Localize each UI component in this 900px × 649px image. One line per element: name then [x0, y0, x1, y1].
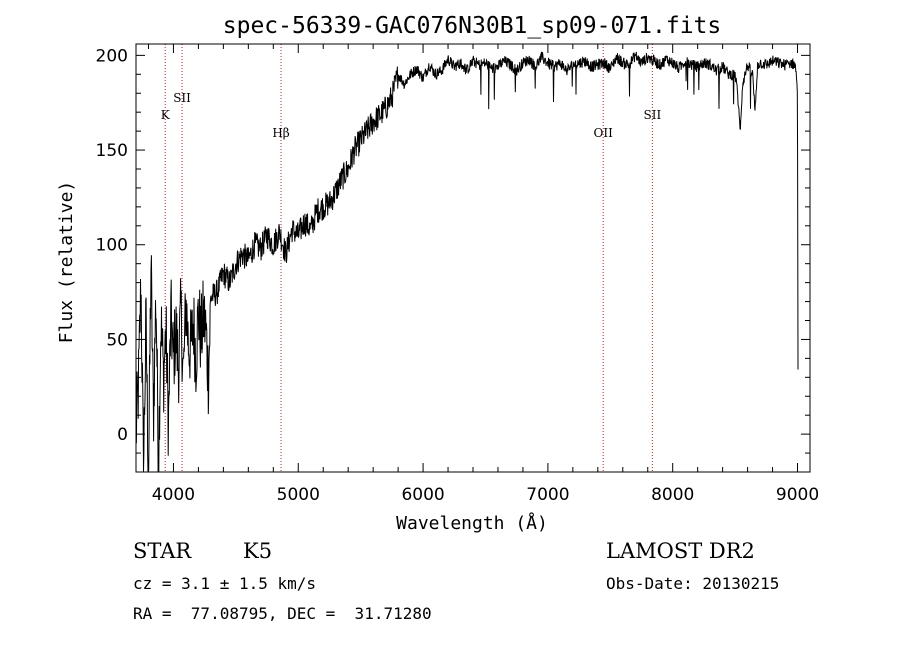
x-axis-label: Wavelength (Å): [396, 512, 548, 534]
observation-date: Obs-Date: 20130215: [606, 574, 780, 593]
x-tick-label: 4000: [152, 485, 195, 505]
spectrum-line: [135, 51, 799, 473]
line-marker-label: SII: [173, 91, 191, 105]
x-tick-label: 8000: [651, 485, 694, 505]
line-marker-label: SII: [644, 108, 662, 122]
x-tick-label: 6000: [401, 485, 444, 505]
y-tick-label: 150: [96, 141, 128, 161]
line-marker-label: OII: [594, 126, 614, 140]
y-axis-label: Flux (relative): [56, 181, 77, 344]
plot-frame: [135, 43, 811, 473]
y-tick-label: 0: [117, 425, 128, 445]
y-tick-label: 50: [106, 330, 128, 350]
x-tick-label: 5000: [277, 485, 320, 505]
spectral-subclass: K5: [243, 539, 273, 563]
y-tick-label: 200: [96, 46, 128, 66]
x-tick-label: 7000: [526, 485, 569, 505]
x-tick-label: 9000: [776, 485, 819, 505]
redshift-cz: cz = 3.1 ± 1.5 km/s: [133, 574, 317, 593]
survey-name: LAMOST DR2: [606, 539, 755, 563]
line-marker-label: Hβ: [272, 126, 289, 140]
chart-title: spec-56339-GAC076N30B1_sp09-071.fits: [223, 13, 722, 39]
y-tick-label: 100: [96, 236, 128, 256]
coordinates: RA = 77.08795, DEC = 31.71280: [133, 604, 432, 623]
object-type: STAR: [133, 539, 192, 563]
plot-area: 4000 5000 6000 7000 8000 9000050100150200KSII…: [96, 44, 819, 505]
line-marker-label: K: [161, 108, 171, 122]
